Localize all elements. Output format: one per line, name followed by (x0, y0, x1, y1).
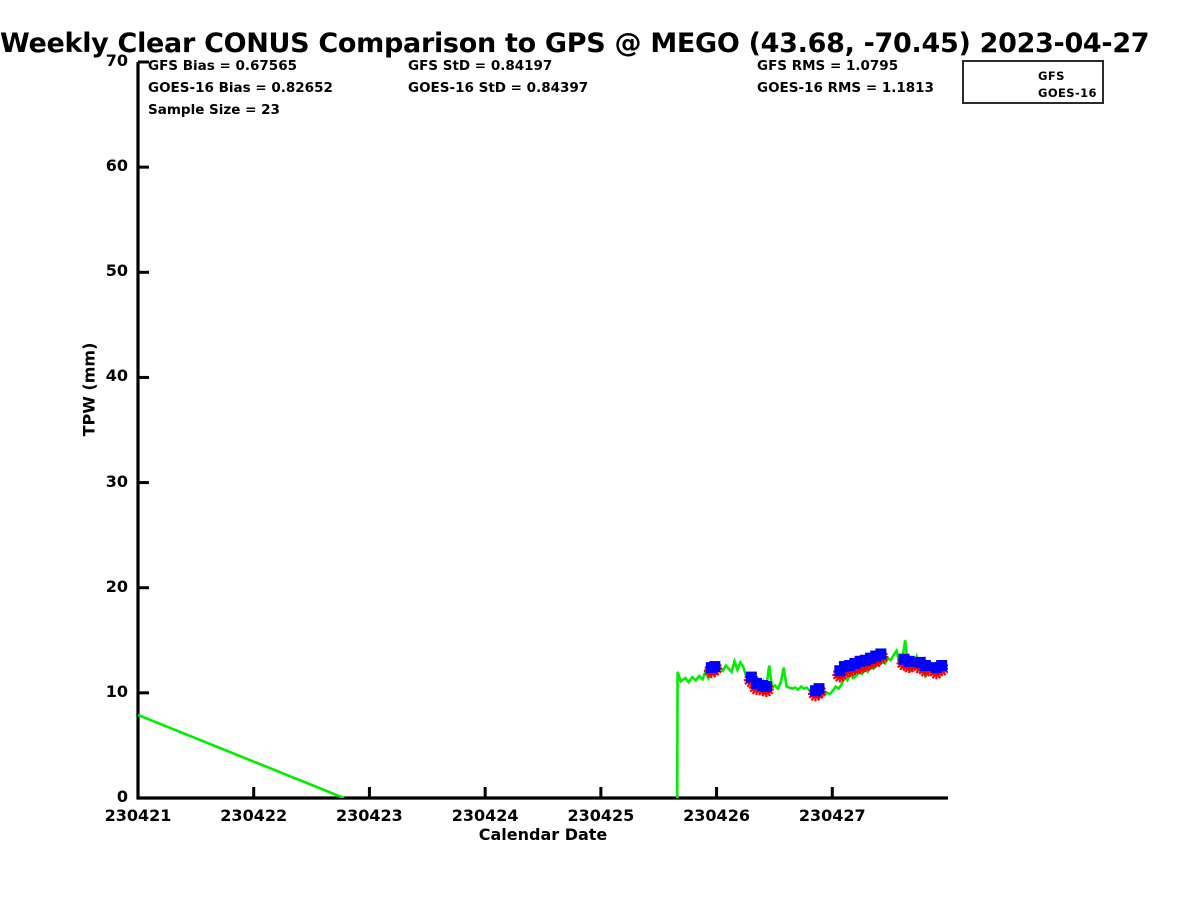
goes-square-marker (936, 660, 948, 672)
stat-sample-size: Sample Size = 23 (148, 102, 280, 118)
x-tick-label-230421: 230421 (104, 806, 172, 825)
series-line-gps-seg0 (138, 713, 345, 798)
legend-label-goes: GOES-16 (1038, 86, 1097, 100)
goes-square-marker (813, 683, 825, 695)
y-tick-label-30: 30 (105, 471, 128, 491)
y-tick-label-0: 0 (116, 787, 128, 806)
page-title: Weekly Clear CONUS Comparison to GPS @ M… (0, 28, 1150, 59)
x-tick-label-230426: 230426 (683, 806, 750, 825)
x-tick-label-230422: 230422 (220, 806, 288, 825)
legend-label-gfs: GFS (1038, 69, 1065, 83)
goes-square-marker (875, 648, 887, 660)
y-tick-label-70: 70 (105, 51, 128, 70)
stat-gfs-rms: GFS RMS = 1.0795 (757, 58, 899, 74)
stat-gfs-std: GFS StD = 0.84197 (408, 58, 553, 74)
y-axis-title: TPW (mm) (79, 342, 99, 437)
goes-square-marker (750, 677, 762, 689)
y-tick-label-60: 60 (105, 156, 128, 176)
stat-gfs-bias: GFS Bias = 0.67565 (148, 58, 297, 74)
legend-box (962, 60, 1104, 104)
goes-square-marker (903, 655, 915, 667)
x-tick-label-230423: 230423 (336, 806, 403, 825)
x-tick-label-230425: 230425 (567, 806, 635, 825)
y-tick-label-20: 20 (105, 576, 128, 596)
stat-goes-std: GOES-16 StD = 0.84397 (408, 80, 589, 96)
x-axis-title: Calendar Date (478, 825, 608, 844)
y-tick-label-50: 50 (105, 261, 128, 281)
x-tick-label-230424: 230424 (451, 806, 519, 825)
y-tick-label-10: 10 (105, 681, 128, 701)
goes-square-marker (709, 661, 721, 673)
y-tick-label-40: 40 (105, 366, 128, 386)
series-markers-goes-16 (705, 648, 948, 697)
axis-spine (136, 62, 948, 800)
goes-square-marker (760, 681, 772, 693)
stat-goes-bias: GOES-16 Bias = 0.82652 (148, 80, 333, 96)
x-tick-label-230427: 230427 (798, 806, 866, 825)
stat-goes-rms: GOES-16 RMS = 1.1813 (757, 80, 934, 96)
goes-square-marker (745, 671, 757, 683)
goes-square-marker (919, 660, 931, 672)
